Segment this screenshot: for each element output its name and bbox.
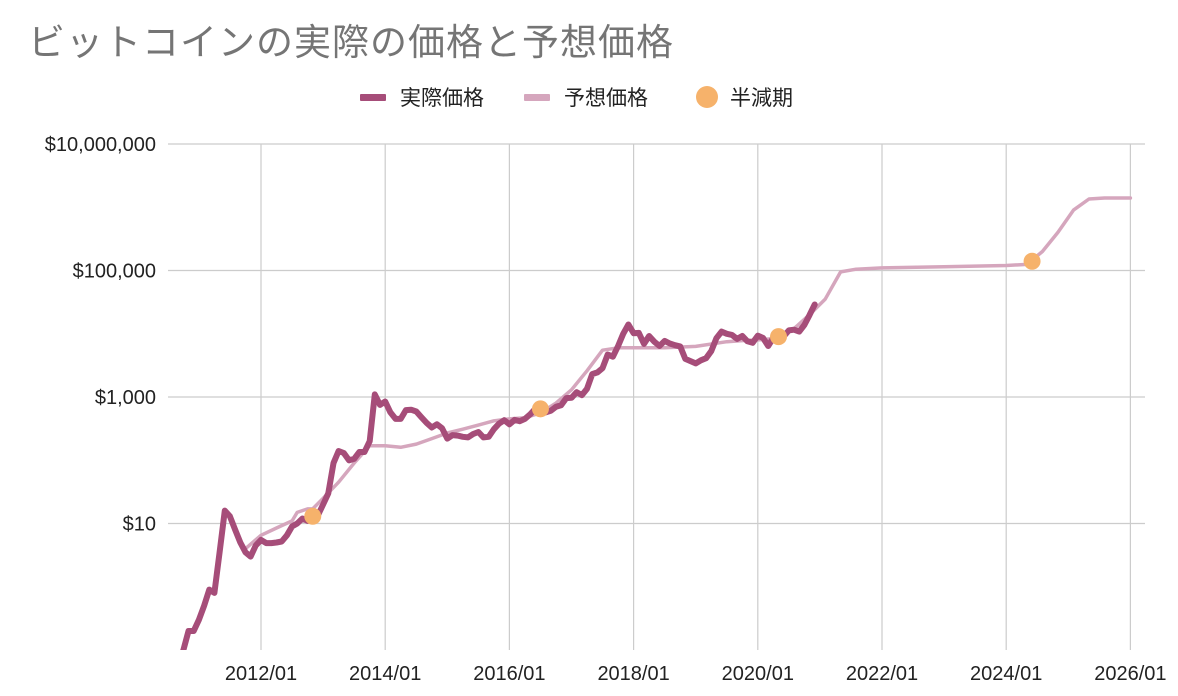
series-line-actual xyxy=(180,301,818,650)
x-tick-label: 2016/01 xyxy=(473,663,545,685)
x-tick-label: 2020/01 xyxy=(722,663,794,685)
y-tick-label: $1,000 xyxy=(95,387,156,409)
x-tick-label: 2026/01 xyxy=(1094,663,1166,685)
x-tick-label: 2022/01 xyxy=(846,663,918,685)
y-tick-label: $100,000 xyxy=(73,261,156,283)
legend-label-halving: 半減期 xyxy=(730,86,793,110)
legend-item-forecast[interactable]: 予想価格 xyxy=(524,82,648,112)
legend-swatch-forecast xyxy=(524,93,550,101)
x-tick-label: 2018/01 xyxy=(597,663,669,685)
y-tick-label: $10,000,000 xyxy=(45,134,156,156)
series-line-forecast xyxy=(243,196,1133,551)
legend-item-halving[interactable]: 半減期 xyxy=(696,82,793,112)
legend-item-actual[interactable]: 実際価格 xyxy=(360,82,484,112)
x-tick-label: 2024/01 xyxy=(970,663,1042,685)
chart-title: ビットコインの実際の価格と予想価格 xyxy=(28,21,674,64)
halving-point xyxy=(770,328,787,346)
legend-swatch-halving xyxy=(696,86,718,108)
legend: 実際価格 予想価格 半減期 xyxy=(0,82,1178,112)
legend-label-actual: 実際価格 xyxy=(400,86,484,110)
legend-swatch-actual xyxy=(360,93,386,101)
halving-point xyxy=(531,400,549,418)
halving-point xyxy=(1023,252,1041,270)
y-tick-label: $10 xyxy=(123,514,156,536)
x-tick-label: 2012/01 xyxy=(225,663,297,685)
x-tick-label: 2014/01 xyxy=(349,663,421,685)
halving-point xyxy=(304,507,322,525)
legend-label-forecast: 予想価格 xyxy=(564,86,648,110)
